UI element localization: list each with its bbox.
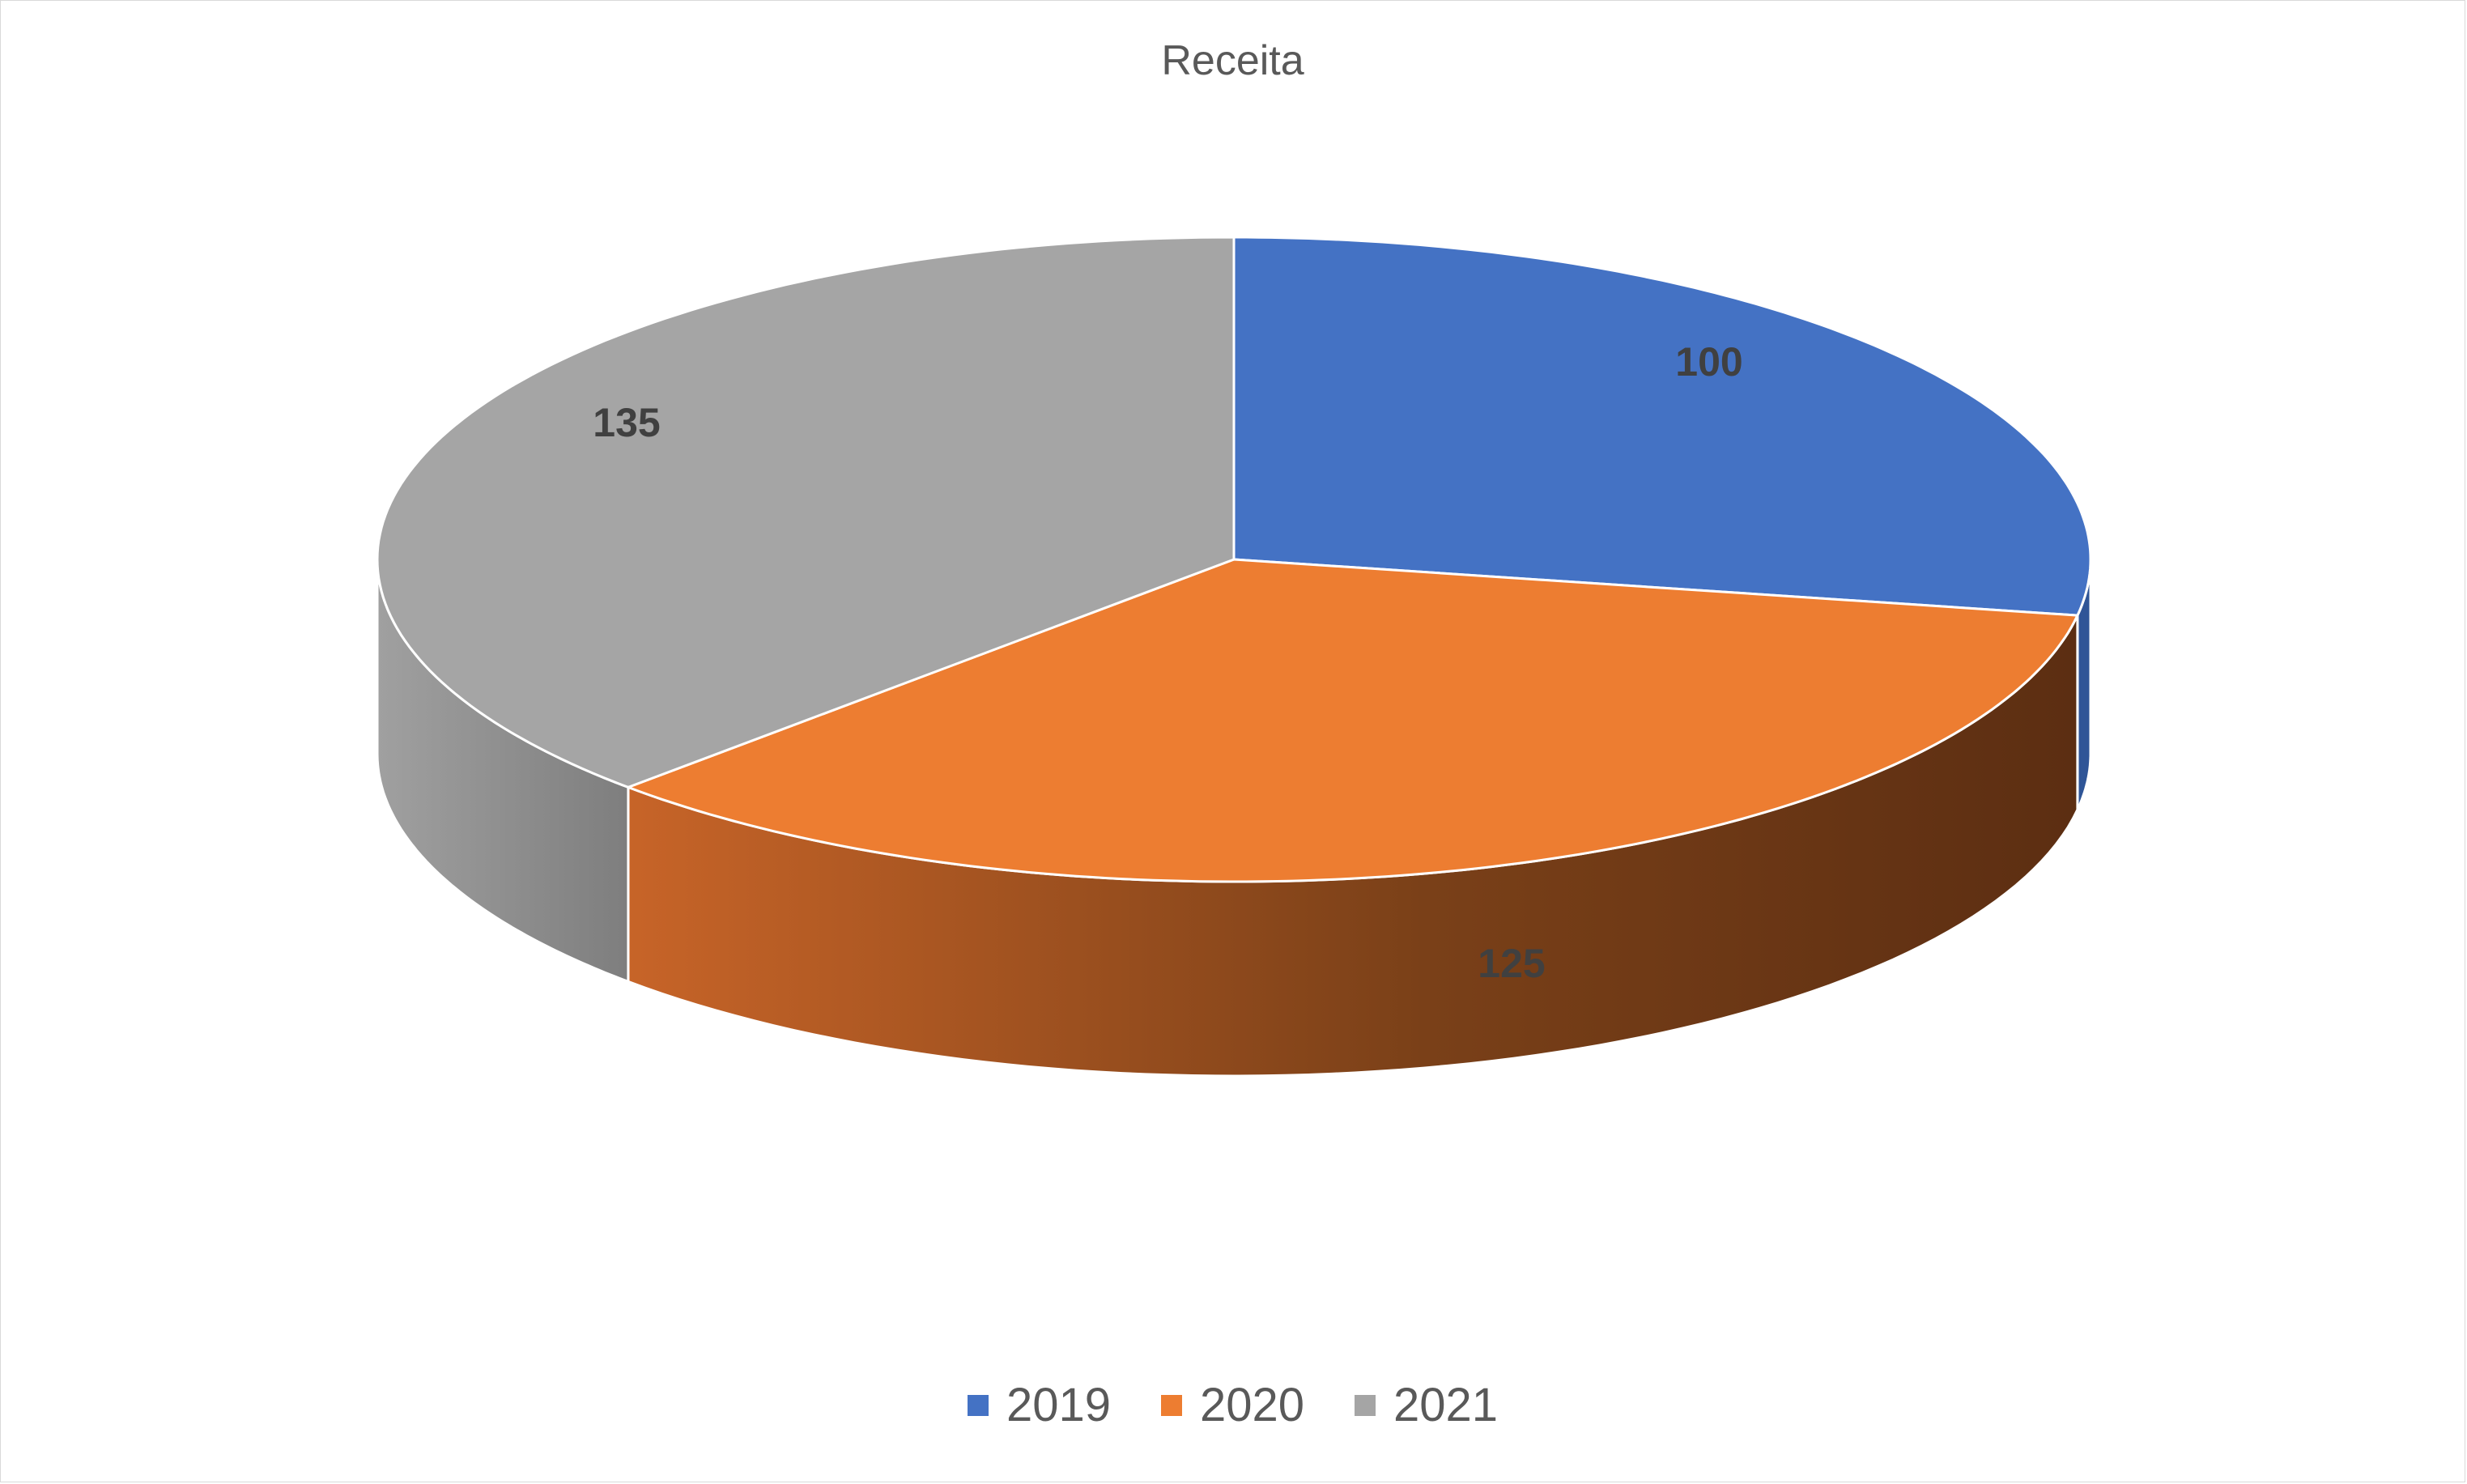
legend-swatch-2021 [1355, 1395, 1376, 1416]
pie-labels: 100 125 135 [593, 339, 1742, 986]
legend-label-2020: 2020 [1199, 1379, 1305, 1431]
legend-label-2019: 2019 [1006, 1379, 1111, 1431]
chart-title: Receita [1161, 37, 1304, 84]
pie-slice-2020 [627, 558, 2079, 883]
data-label-2020: 125 [1478, 941, 1545, 986]
legend-swatch-2019 [967, 1395, 989, 1416]
data-label-2021: 135 [593, 400, 660, 445]
legend: 2019 2020 2021 [1, 1382, 2465, 1429]
legend-item-2019: 2019 [967, 1379, 1111, 1431]
legend-item-2021: 2021 [1355, 1382, 1498, 1429]
legend-swatch-2020 [1160, 1395, 1182, 1416]
legend-item-2020: 2020 [1160, 1379, 1305, 1431]
pie-tops [376, 236, 2092, 883]
pie-slice-2019 [1232, 236, 2092, 617]
legend-label-2021: 2021 [1393, 1379, 1499, 1431]
pie-slice-2021 [376, 236, 1236, 789]
data-label-2019: 100 [1675, 339, 1742, 385]
